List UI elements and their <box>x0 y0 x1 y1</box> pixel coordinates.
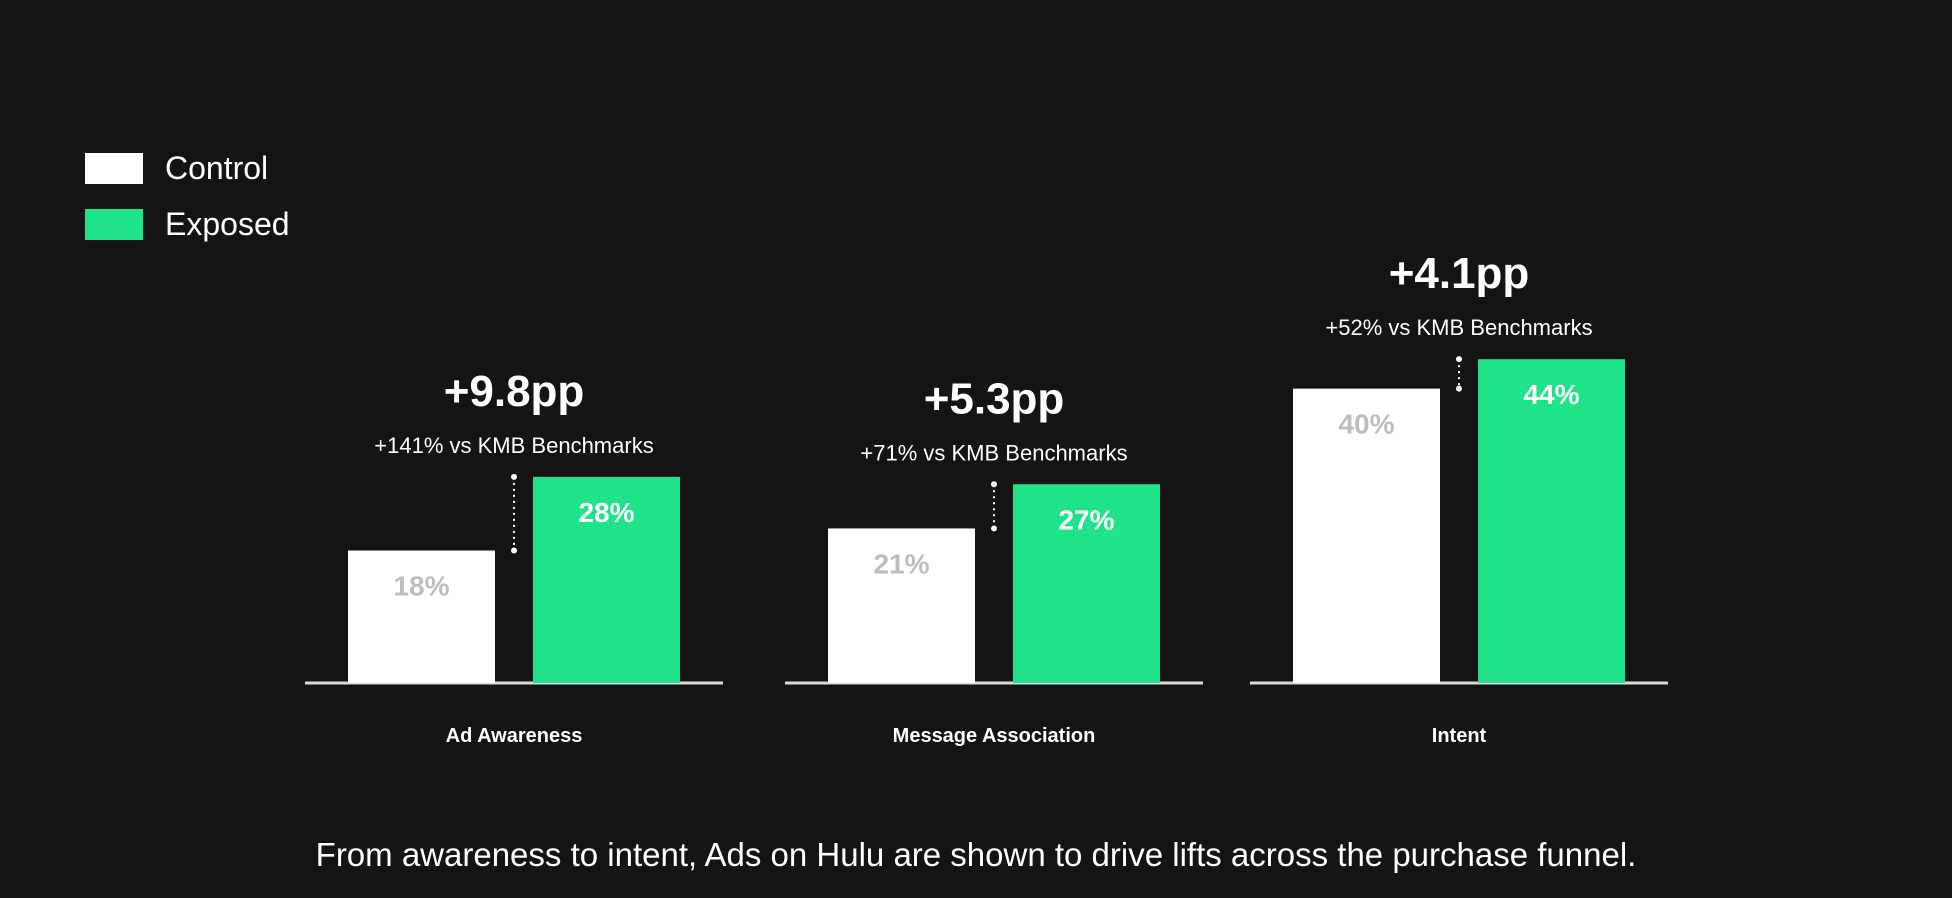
category-label: Intent <box>1432 725 1487 747</box>
legend-label-exposed: Exposed <box>165 205 290 242</box>
lift-marker-dot <box>991 481 997 488</box>
benchmark-label: +71% vs KMB Benchmarks <box>860 440 1127 465</box>
data-label-exposed: 27% <box>1058 504 1114 535</box>
data-label-exposed: 28% <box>578 497 634 528</box>
bar-control <box>828 528 975 683</box>
bar-exposed <box>1478 359 1625 683</box>
lift-value: +4.1pp <box>1389 249 1530 298</box>
data-label-control: 21% <box>873 548 929 579</box>
chart-legend: Control Exposed <box>85 140 290 252</box>
lift-marker-dot <box>511 473 517 480</box>
legend-item-control: Control <box>85 140 290 196</box>
chart-caption: From awareness to intent, Ads on Hulu ar… <box>315 836 1637 873</box>
bar-exposed <box>533 476 680 683</box>
bar-control <box>1293 388 1440 683</box>
lift-marker-dot <box>1456 356 1462 363</box>
legend-swatch-exposed <box>85 208 143 240</box>
lift-marker-dot <box>991 525 997 532</box>
data-label-control: 18% <box>393 571 449 602</box>
lift-value: +9.8pp <box>444 367 585 416</box>
bar-exposed <box>1013 484 1160 683</box>
lift-value: +5.3pp <box>924 374 1065 423</box>
lift-marker-dot <box>511 547 517 554</box>
benchmark-label: +52% vs KMB Benchmarks <box>1325 315 1592 340</box>
category-label: Ad Awareness <box>446 725 583 747</box>
data-label-control: 40% <box>1338 409 1394 440</box>
legend-swatch-control <box>85 152 143 184</box>
data-label-exposed: 44% <box>1523 379 1579 410</box>
legend-item-exposed: Exposed <box>85 196 290 252</box>
category-label: Message Association <box>893 725 1096 747</box>
lift-marker-dot <box>1456 385 1462 392</box>
bar-control <box>348 550 495 683</box>
bar-chart: 18% 28% +9.8pp +141% vs KMB Benchmarks Ad Aw… <box>305 249 1668 747</box>
legend-label-control: Control <box>165 149 269 186</box>
benchmark-label: +141% vs KMB Benchmarks <box>374 433 653 458</box>
